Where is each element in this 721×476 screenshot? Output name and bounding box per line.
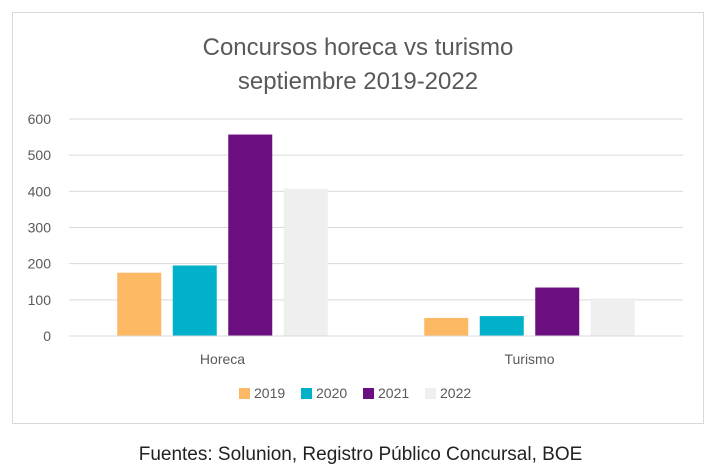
y-axis: 0 100 200 300 400 500 600	[28, 111, 52, 344]
bar-horeca-2019	[117, 272, 162, 336]
y-tick-label: 500	[28, 147, 52, 163]
chart-frame: Concursos horeca vs turismo septiembre 2…	[12, 12, 704, 424]
legend-label: 2020	[316, 385, 347, 401]
bar-turismo-2019	[424, 317, 469, 336]
bar-turismo-2022	[590, 298, 635, 336]
gridlines	[69, 118, 683, 301]
legend-swatch-2022	[425, 388, 436, 399]
bar-turismo-2021	[535, 287, 580, 336]
source-note: Fuentes: Solunion, Registro Público Conc…	[138, 444, 583, 465]
x-axis: Horeca Turismo	[69, 335, 683, 367]
y-tick-label: 600	[28, 111, 52, 127]
bar-chart: Concursos horeca vs turismo septiembre 2…	[28, 34, 683, 401]
y-tick-label: 100	[28, 292, 52, 308]
legend-swatch-2019	[239, 388, 250, 399]
bar-horeca-2021	[228, 134, 273, 336]
chart-title: Concursos horeca vs turismo	[203, 34, 514, 61]
y-tick-label: 0	[43, 328, 51, 344]
bar-horeca-2020	[172, 265, 217, 336]
legend-label: 2019	[254, 385, 285, 401]
bars	[117, 134, 635, 336]
x-tick-label: Turismo	[504, 351, 554, 367]
legend-label: 2021	[378, 385, 409, 401]
bar-turismo-2020	[479, 316, 524, 336]
legend-swatch-2020	[301, 388, 312, 399]
legend-swatch-2021	[363, 388, 374, 399]
y-tick-label: 200	[28, 256, 52, 272]
legend-label: 2022	[440, 385, 471, 401]
legend: 2019 2020 2021 2022	[239, 385, 471, 401]
y-tick-label: 300	[28, 220, 52, 236]
bar-horeca-2022	[283, 188, 328, 336]
x-tick-label: Horeca	[200, 351, 245, 367]
y-tick-label: 400	[28, 183, 52, 199]
chart-subtitle: septiembre 2019-2022	[238, 68, 478, 95]
